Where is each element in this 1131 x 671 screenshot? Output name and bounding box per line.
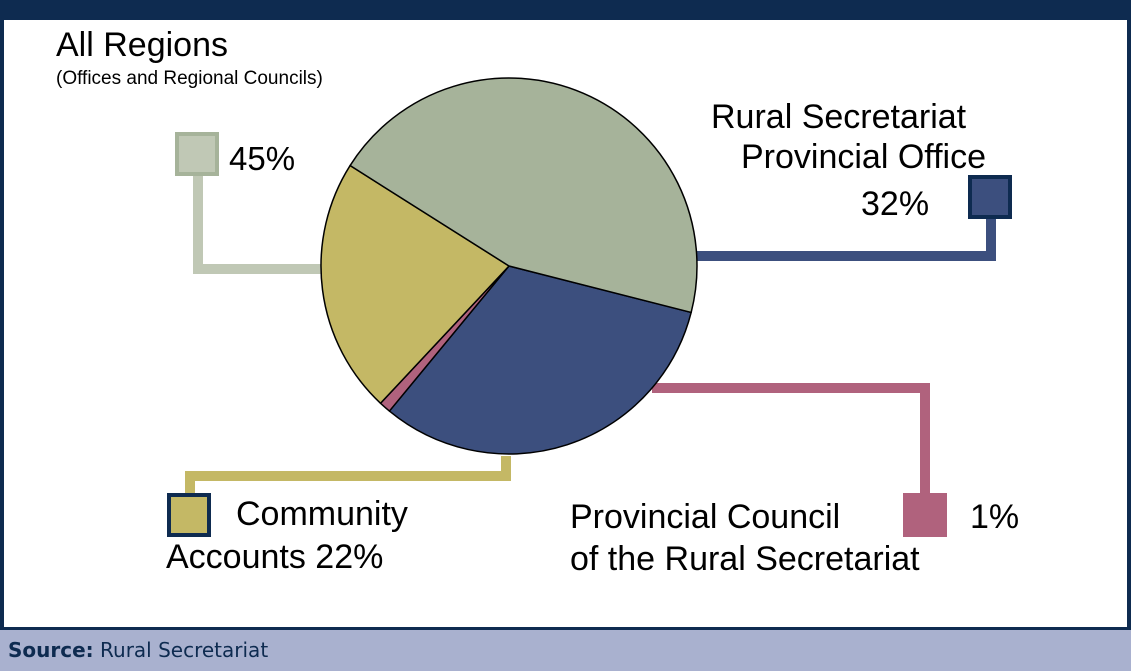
label-provincial-council-line2: of the Rural Secretariat xyxy=(570,540,920,578)
pie-chart-svg xyxy=(167,77,1012,537)
legend-swatch-provincial-office xyxy=(968,175,1012,219)
value-label-provincial-council: 1% xyxy=(970,498,1020,536)
label-community-accounts-line1: Community xyxy=(236,495,408,533)
legend-swatch-provincial-council xyxy=(903,493,947,537)
label-community-accounts-line2: Accounts 22% xyxy=(166,538,384,576)
pie-slice-provincial-office xyxy=(388,265,692,455)
label-provincial-office-line1: Rural Secretariat xyxy=(711,98,967,136)
label-all-regions-sub: (Offices and Regional Councils) xyxy=(56,68,323,89)
source-text: Rural Secretariat xyxy=(100,638,269,662)
label-provincial-office-line2: Provincial Office xyxy=(741,138,987,176)
pie-slice-all-regions xyxy=(349,77,698,314)
header-bar xyxy=(4,0,1131,20)
pie-slice-community-accounts xyxy=(320,164,510,405)
value-label-provincial-office: 32% xyxy=(861,185,930,223)
label-all-regions: All Regions xyxy=(56,26,228,64)
leader-line-provincial-office xyxy=(696,218,996,261)
pie-chart: All Regions (Offices and Regional Counci… xyxy=(4,20,1131,621)
label-provincial-council-line1: Provincial Council xyxy=(570,498,841,536)
legend-swatch-all-regions xyxy=(175,132,219,176)
legend-swatch-community-accounts xyxy=(167,493,211,537)
source-bar: Source: Rural Secretariat xyxy=(0,627,1131,671)
source-label: Source: xyxy=(8,638,94,662)
leader-line-all-regions xyxy=(193,174,323,274)
value-label-all-regions: 45% xyxy=(229,140,296,177)
leader-line-community-accounts xyxy=(185,456,511,494)
leader-line-provincial-council xyxy=(652,383,930,494)
